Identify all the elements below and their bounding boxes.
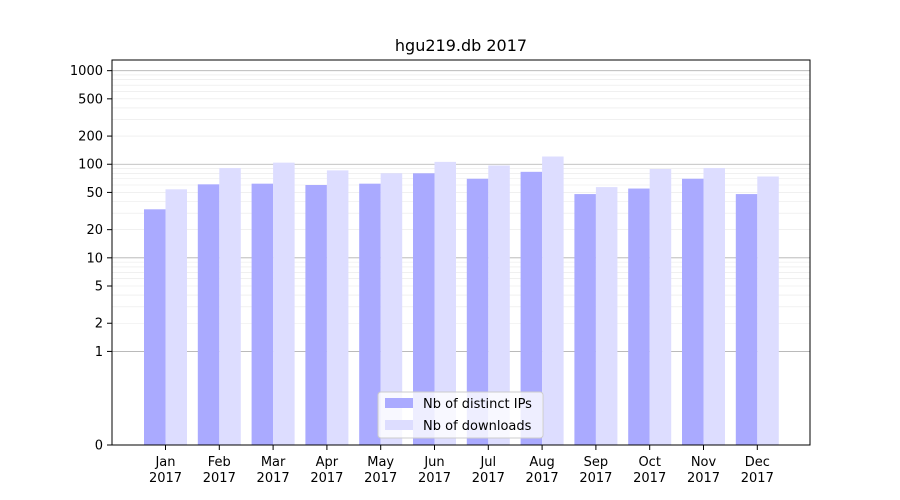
x-axis: Jan2017Feb2017Mar2017Apr2017May2017Jun20…	[149, 445, 774, 486]
x-tick-label-month: Mar	[261, 455, 286, 470]
bar-distinct-ips-mar	[251, 183, 274, 445]
y-tick-label: 2	[95, 317, 103, 332]
bar-downloads-may	[380, 173, 403, 445]
legend-box	[377, 391, 544, 439]
plot-frame	[111, 59, 811, 446]
legend-label-downloads: Nb of downloads	[423, 419, 532, 434]
x-tick-label-month: Apr	[316, 455, 339, 470]
y-tick-label: 10	[86, 251, 103, 266]
y-tick-label: 500	[78, 92, 103, 107]
bar-distinct-ips-jan	[144, 209, 166, 445]
bar-distinct-ips-feb	[197, 184, 220, 445]
x-tick-label-month: Jul	[479, 455, 496, 470]
x-tick-label-year: 2017	[310, 471, 343, 486]
chart-title: hgu219.db 2017	[395, 36, 527, 55]
y-tick-label: 100	[78, 158, 103, 173]
legend-swatch-downloads	[385, 420, 413, 430]
bar-downloads-jan	[165, 189, 187, 445]
x-tick-label-month: Sep	[584, 455, 609, 470]
bar-downloads-sep	[595, 187, 618, 445]
y-tick-label: 20	[86, 223, 103, 238]
x-tick-label-year: 2017	[257, 471, 290, 486]
bar-downloads-apr	[326, 170, 349, 445]
bar-downloads-dec	[757, 176, 779, 446]
x-tick-label-month: Feb	[208, 455, 231, 470]
x-tick-label-month: Jan	[154, 455, 175, 470]
x-tick-label-month: Jun	[423, 455, 444, 470]
x-tick-label-year: 2017	[203, 471, 236, 486]
bar-downloads-nov	[703, 168, 725, 445]
bar-distinct-ips-sep	[574, 194, 596, 445]
y-axis: 0 1 2 5 10 20 50 100 200 500 1000	[70, 64, 112, 454]
x-tick-label-month: Aug	[529, 455, 554, 470]
x-tick-label-month: Dec	[745, 455, 770, 470]
x-tick-label-year: 2017	[526, 471, 559, 486]
bar-downloads-aug	[542, 156, 564, 446]
bar-distinct-ips-jun	[413, 173, 435, 445]
y-tick-label: 1000	[70, 64, 103, 79]
x-tick-label-year: 2017	[579, 471, 612, 486]
bar-distinct-ips-apr	[305, 185, 327, 445]
x-tick-label-year: 2017	[472, 471, 505, 486]
bar-distinct-ips-dec	[735, 194, 758, 445]
x-tick-label-year: 2017	[149, 471, 182, 486]
x-tick-label-month: May	[367, 455, 394, 470]
y-tick-label: 0	[95, 439, 103, 454]
bar-distinct-ips-may	[359, 183, 381, 445]
y-tick-label: 200	[78, 130, 103, 145]
y-tick-label: 5	[95, 280, 103, 295]
bar-downloads-feb	[219, 168, 241, 445]
bar-distinct-ips-nov	[682, 178, 704, 446]
bar-downloads-jun	[434, 161, 456, 445]
x-tick-label-year: 2017	[633, 471, 666, 486]
y-tick-label: 1	[95, 345, 103, 360]
x-tick-label-month: Nov	[691, 455, 717, 470]
x-tick-label-year: 2017	[364, 471, 397, 486]
bar-distinct-ips-aug	[520, 171, 543, 445]
bar-distinct-ips-jul	[466, 178, 489, 446]
y-tick-label: 50	[86, 186, 103, 201]
legend-label-distinct-ips: Nb of distinct IPs	[423, 397, 532, 412]
x-tick-label-year: 2017	[741, 471, 774, 486]
bars	[144, 156, 779, 446]
bar-downloads-mar	[273, 162, 295, 445]
bar-downloads-jul	[488, 165, 510, 446]
x-tick-label-month: Oct	[638, 455, 660, 470]
bar-downloads-oct	[649, 168, 672, 445]
legend-swatch-distinct-ips	[385, 398, 413, 408]
x-tick-label-year: 2017	[418, 471, 451, 486]
legend: Nb of distinct IPs Nb of downloads	[377, 391, 544, 439]
x-tick-label-year: 2017	[687, 471, 720, 486]
bar-distinct-ips-oct	[628, 188, 650, 445]
